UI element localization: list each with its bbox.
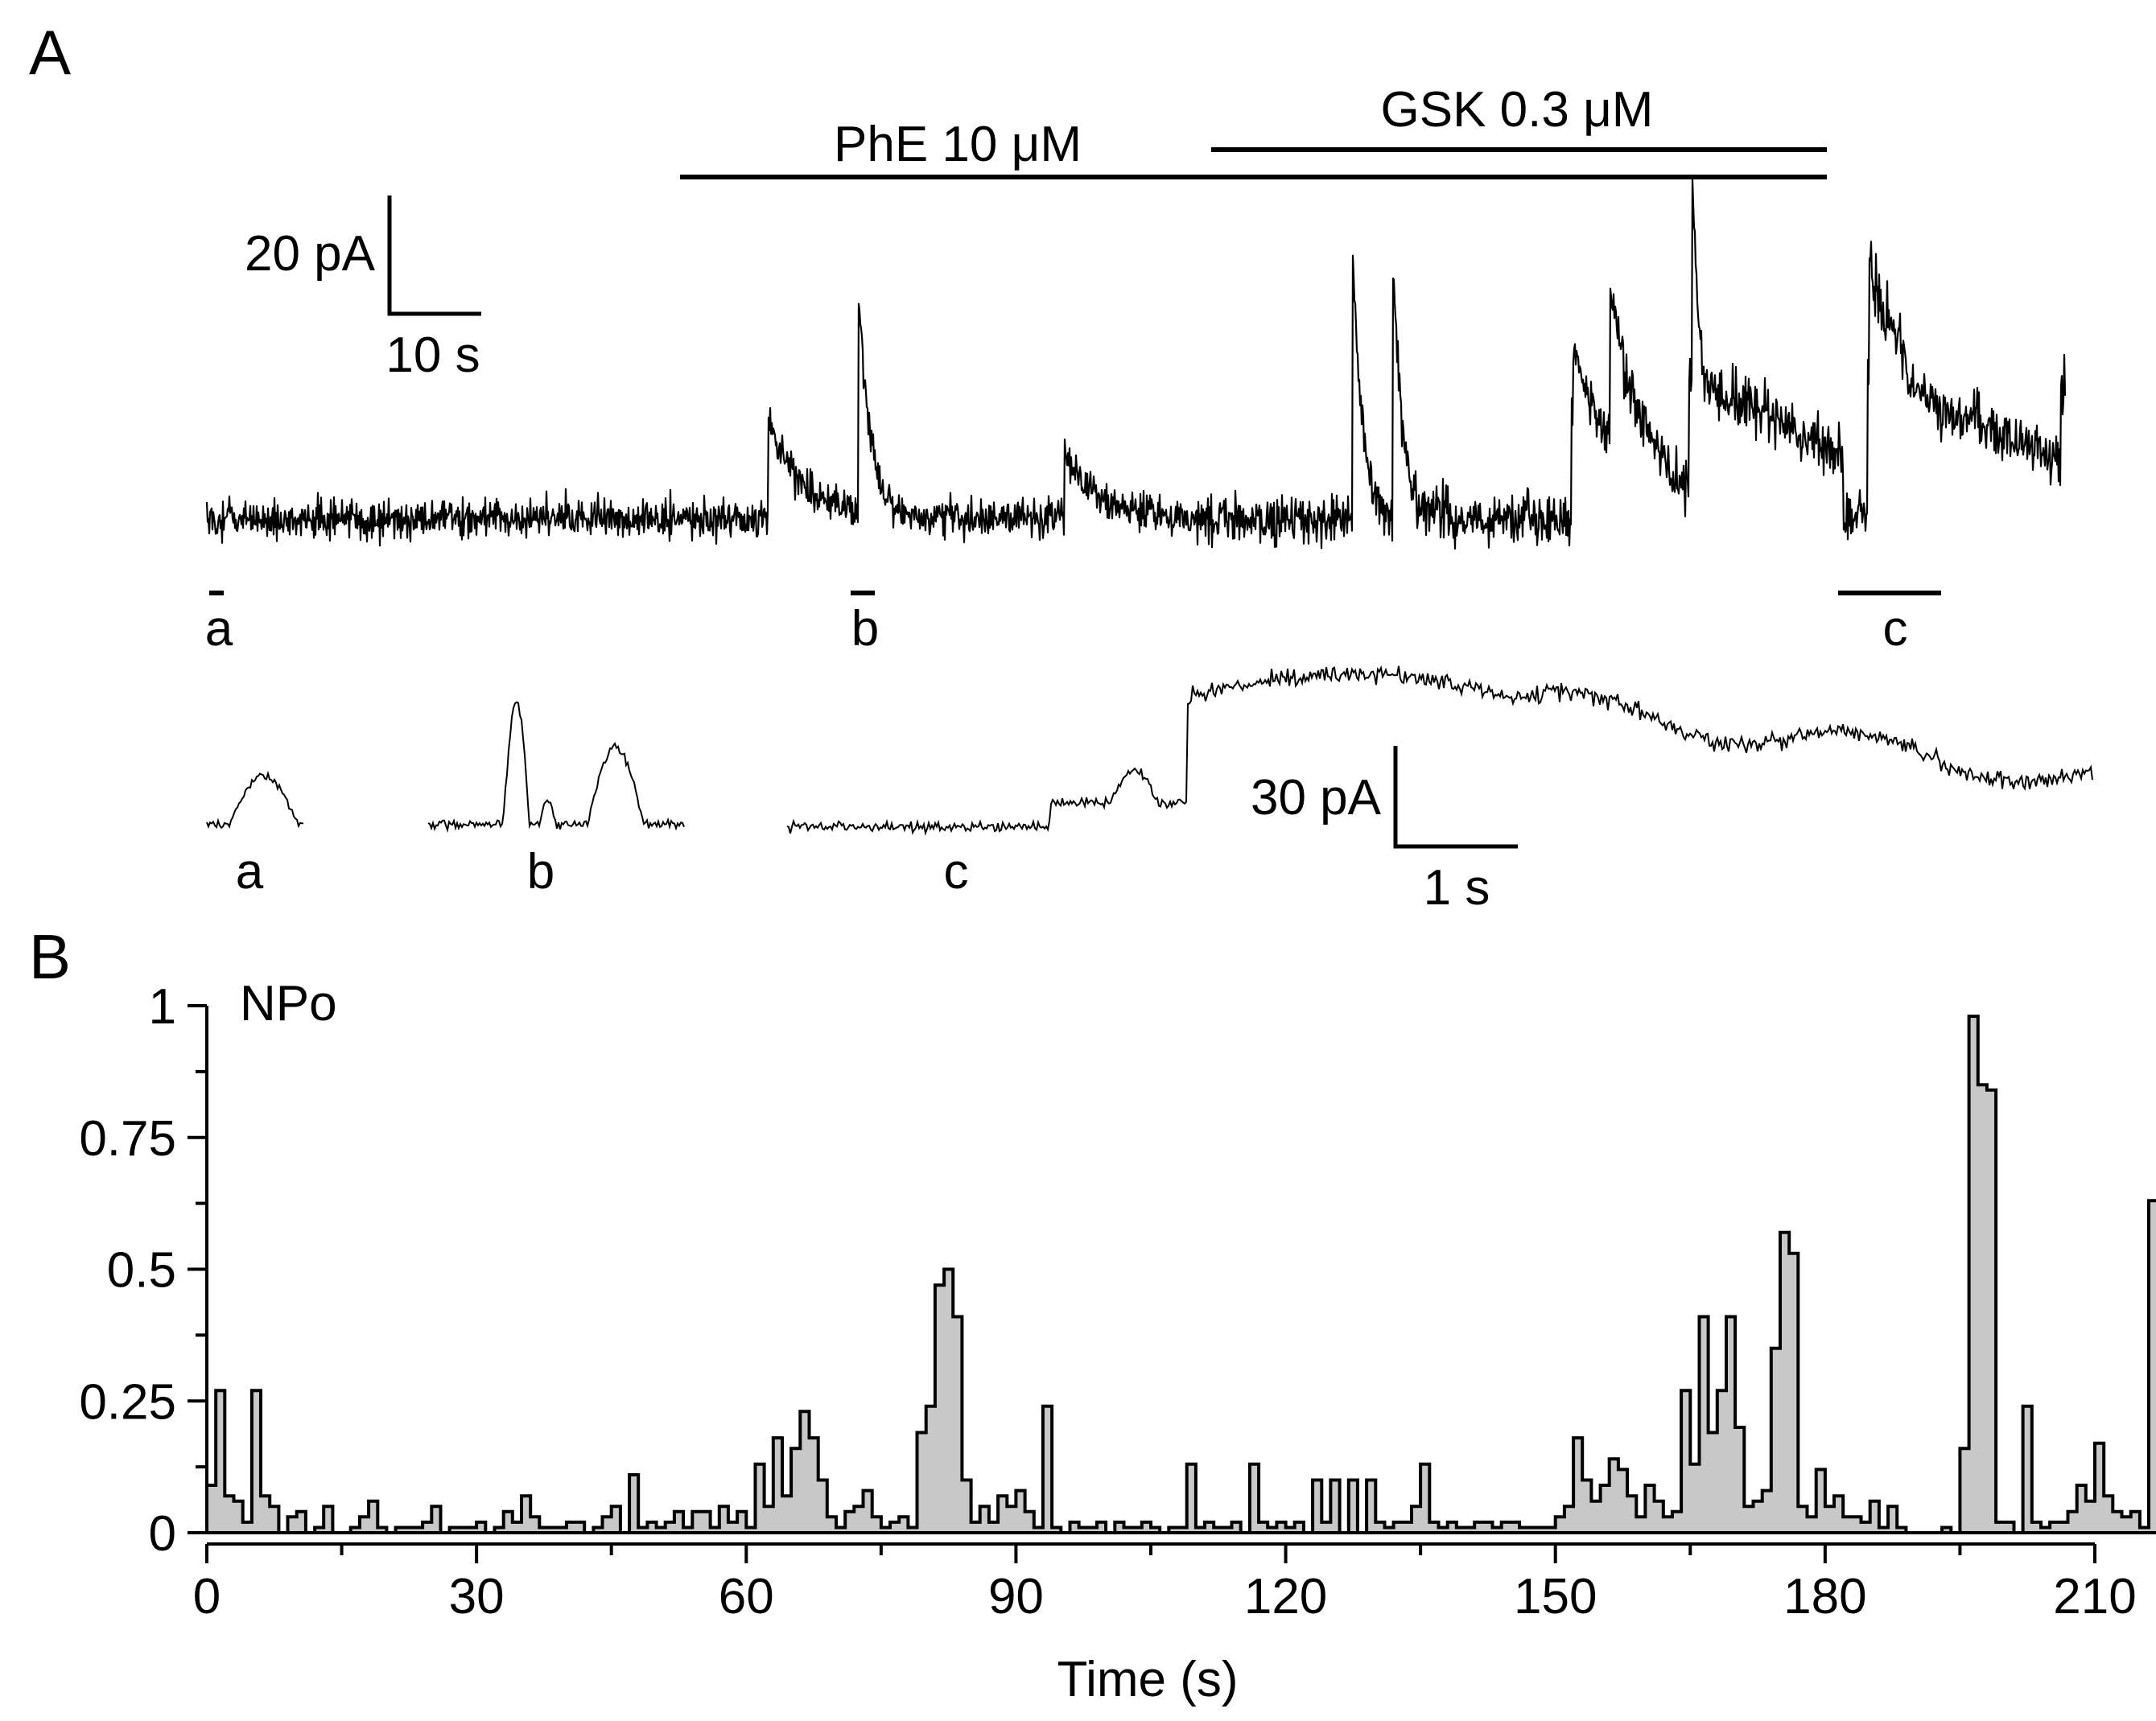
- segment-marker-c: c: [1838, 591, 1941, 657]
- segment-label-a: a: [205, 601, 233, 657]
- y-tick-label: 0.75: [79, 1111, 176, 1167]
- scale-bar-expanded-current: 30 pA: [1251, 770, 1382, 826]
- expanded-trace-a: [206, 770, 304, 830]
- segment-label-b: b: [851, 601, 879, 657]
- x-tick-label: 60: [719, 1569, 774, 1624]
- npo-histogram-area: [205, 1015, 2156, 1534]
- segment-marker-a: a: [205, 591, 233, 657]
- y-tick-label: 0.25: [79, 1374, 176, 1430]
- y-tick-label: 0: [149, 1506, 176, 1562]
- x-tick-label: 0: [193, 1569, 221, 1624]
- chart-ylabel: NPo: [240, 976, 337, 1031]
- panel-b-label: B: [29, 921, 71, 992]
- treatment-phe-label: PhE 10 μM: [834, 117, 1082, 172]
- expanded-trace-b: [427, 701, 685, 834]
- x-tick-label: 90: [988, 1569, 1044, 1624]
- treatment-gsk: GSK 0.3 μM: [1211, 82, 1827, 152]
- treatment-phe: PhE 10 μM: [680, 117, 1827, 179]
- x-tick-label: 30: [449, 1569, 505, 1624]
- segment-marker-b: b: [851, 591, 879, 657]
- scale-bar-main-lines: [387, 196, 481, 316]
- x-tick-label: 120: [1244, 1569, 1327, 1624]
- scale-bar-expanded: 30 pA 1 s: [1251, 746, 1518, 916]
- expanded-trace-c: [786, 665, 2093, 836]
- y-tick-label: 1: [149, 979, 176, 1035]
- x-tick-label: 150: [1514, 1569, 1597, 1624]
- scale-bar-main-time: 10 s: [385, 327, 480, 383]
- treatment-gsk-label: GSK 0.3 μM: [1381, 82, 1654, 138]
- current-trace-main: [205, 178, 2067, 550]
- expanded-label-c: c: [944, 844, 969, 900]
- npo-histogram-chart: 0 30 60 90 120 150 180 210 0 0.25 0.5 0.75 1: [79, 979, 2156, 1624]
- chart-xlabel: Time (s): [1057, 1652, 1239, 1707]
- y-tick-label: 0.5: [107, 1243, 176, 1299]
- segment-label-c: c: [1883, 601, 1908, 657]
- scale-bar-main: 20 pA 10 s: [245, 196, 481, 383]
- panel-a-label: A: [29, 17, 71, 88]
- scale-bar-expanded-time: 1 s: [1424, 860, 1490, 916]
- scale-bar-expanded-lines: [1393, 746, 1518, 849]
- x-tick-label: 210: [2053, 1569, 2136, 1624]
- scale-bar-main-current: 20 pA: [245, 226, 376, 282]
- expanded-label-a: a: [236, 844, 264, 900]
- x-tick-label: 180: [1783, 1569, 1866, 1624]
- expanded-label-b: b: [527, 844, 554, 900]
